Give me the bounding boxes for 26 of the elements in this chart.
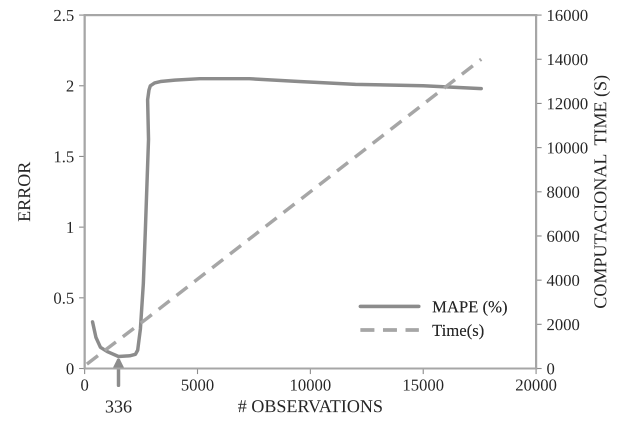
- y2-tick-label: 4000: [546, 274, 580, 286]
- y-tick-label: 1.5: [54, 151, 74, 162]
- x-tick-label: 0: [81, 379, 88, 391]
- y2-tick-label: 2000: [547, 319, 580, 330]
- x-tick-label: 20000: [516, 379, 556, 391]
- x-tick-label: 5000: [182, 379, 214, 391]
- x-tick-label: 15000: [404, 379, 444, 391]
- y2-tick-label: 6000: [547, 230, 580, 242]
- y2-tick-label: 8000: [547, 186, 580, 198]
- y-tick-label: 0.5: [54, 292, 74, 304]
- y2-tick-label: 14000: [548, 54, 588, 66]
- y-tick-label: 0: [66, 363, 74, 374]
- legend-label: MAPE (%): [432, 300, 507, 316]
- y2-tick-label: 10000: [548, 142, 588, 154]
- y2-tick-label: 0: [547, 363, 554, 374]
- y-axis-title: ERROR: [18, 162, 30, 222]
- y-tick-label: 1: [67, 222, 74, 233]
- y2-tick-label: 16000: [548, 10, 588, 22]
- legend-label: Time(s): [432, 324, 484, 340]
- y-tick-label: 2.5: [54, 10, 74, 22]
- y2-axis-title: COMPUTACIONAL TIME (S): [594, 76, 610, 308]
- x-tick-label: 10000: [291, 379, 331, 391]
- x-axis-title: # OBSERVATIONS: [238, 400, 382, 412]
- y-tick-label: 2: [66, 80, 74, 92]
- y2-tick-label: 12000: [548, 98, 588, 110]
- annotation: 336: [106, 400, 132, 413]
